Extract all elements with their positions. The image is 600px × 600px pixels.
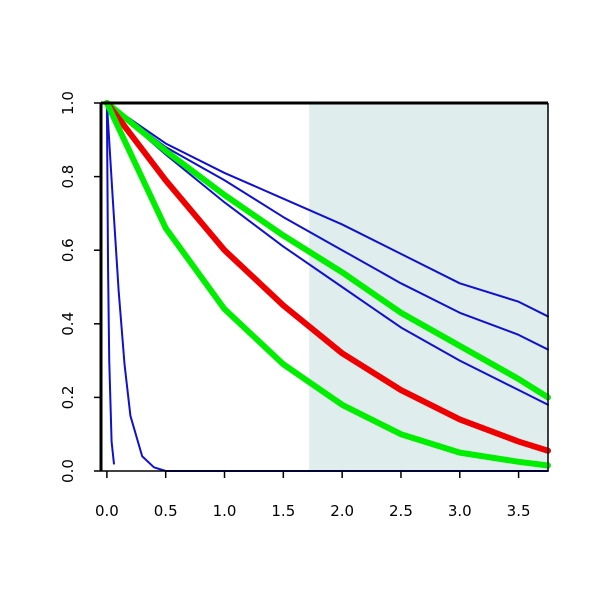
plot-frame <box>99 101 549 472</box>
x-tick-label: 0.5 <box>154 502 178 520</box>
x-tick-label: 3.0 <box>448 502 472 520</box>
series-layer <box>103 100 551 472</box>
shaded-region-layer <box>309 103 548 471</box>
series-line-6 <box>103 100 551 401</box>
y-tick-label: 0.4 <box>59 312 77 336</box>
y-tick-label: 1.0 <box>59 91 77 115</box>
y-tick-label: 0.2 <box>59 385 77 409</box>
x-tick-label: 2.5 <box>389 502 413 520</box>
y-tick-label: 0.6 <box>59 238 77 262</box>
x-tick-label: 1.0 <box>213 502 237 520</box>
y-axis: 0.0 0.2 0.4 0.6 0.8 1.0 <box>59 91 101 483</box>
y-tick-label: 0.8 <box>59 165 77 189</box>
x-tick-label: 1.5 <box>271 502 295 520</box>
y-tick-label: 0.0 <box>59 459 77 483</box>
x-tick-label: 3.5 <box>507 502 531 520</box>
series-line-4 <box>105 102 549 351</box>
series-line-7 <box>103 100 551 454</box>
shaded-region <box>309 103 548 471</box>
series-line-3 <box>105 102 549 318</box>
series-line-8 <box>103 100 551 469</box>
x-axis: 0.0 0.5 1.0 1.5 2.0 2.5 3.0 3.5 <box>95 471 531 520</box>
series-line-5 <box>105 102 549 406</box>
x-tick-label: 0.0 <box>95 502 119 520</box>
x-tick-label: 2.0 <box>330 502 354 520</box>
series-line-1 <box>105 102 115 465</box>
